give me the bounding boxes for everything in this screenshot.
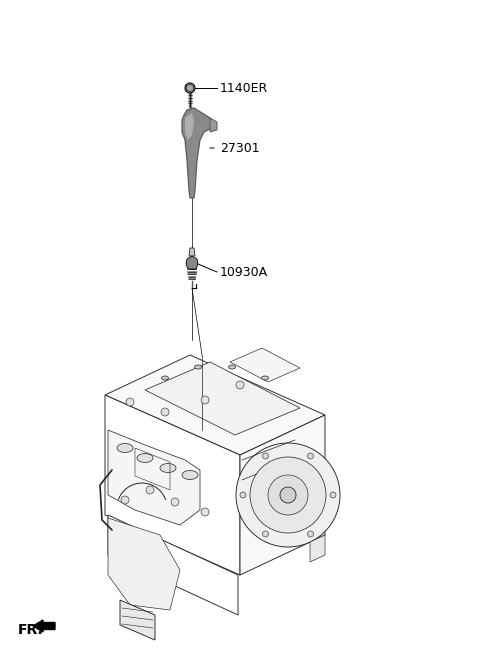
Circle shape <box>201 508 209 516</box>
Circle shape <box>236 443 340 547</box>
Polygon shape <box>240 415 325 575</box>
Circle shape <box>308 531 313 537</box>
Polygon shape <box>182 108 212 198</box>
Circle shape <box>263 453 268 459</box>
Circle shape <box>126 398 134 406</box>
Ellipse shape <box>137 453 153 463</box>
Ellipse shape <box>262 376 268 380</box>
Ellipse shape <box>182 470 198 480</box>
Circle shape <box>280 487 296 503</box>
Text: 27301: 27301 <box>220 141 260 154</box>
Circle shape <box>146 486 154 494</box>
Polygon shape <box>186 256 198 269</box>
Circle shape <box>240 492 246 498</box>
Ellipse shape <box>160 463 176 472</box>
Text: 10930A: 10930A <box>220 265 268 279</box>
Circle shape <box>236 381 244 389</box>
Polygon shape <box>210 118 217 132</box>
Polygon shape <box>189 248 195 256</box>
Ellipse shape <box>117 443 133 453</box>
Text: 1140ER: 1140ER <box>220 81 268 95</box>
Text: FR.: FR. <box>18 623 44 637</box>
Circle shape <box>268 475 308 515</box>
FancyArrow shape <box>33 620 55 632</box>
Ellipse shape <box>185 83 195 93</box>
Circle shape <box>121 496 129 504</box>
Circle shape <box>263 531 268 537</box>
Polygon shape <box>310 535 325 562</box>
Ellipse shape <box>161 376 168 380</box>
Polygon shape <box>108 518 180 610</box>
Polygon shape <box>145 362 300 435</box>
Ellipse shape <box>228 365 236 369</box>
Polygon shape <box>187 84 193 92</box>
Circle shape <box>201 396 209 404</box>
Circle shape <box>171 498 179 506</box>
Circle shape <box>330 492 336 498</box>
Polygon shape <box>185 113 194 140</box>
Polygon shape <box>105 355 325 455</box>
Polygon shape <box>108 515 238 615</box>
Polygon shape <box>108 430 200 525</box>
Circle shape <box>161 408 169 416</box>
Polygon shape <box>105 395 240 575</box>
Circle shape <box>308 453 313 459</box>
Polygon shape <box>120 600 155 640</box>
Circle shape <box>250 457 326 533</box>
Polygon shape <box>230 348 300 382</box>
Ellipse shape <box>194 365 202 369</box>
